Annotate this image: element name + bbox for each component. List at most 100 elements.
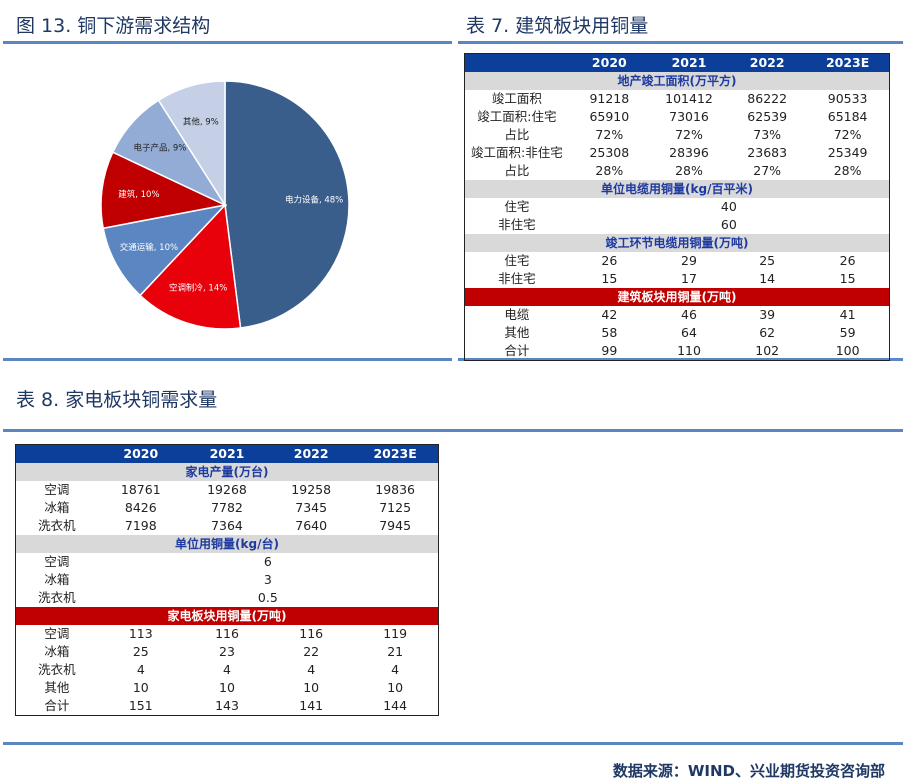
pie-slice-3 [102, 203, 228, 297]
value-cell: 116 [299, 626, 324, 641]
row-label-cell: 冰箱 [44, 500, 70, 515]
value-cell: 25308 [589, 145, 630, 160]
value-cell: 25 [132, 644, 149, 659]
merged-value-cell: 0.5 [257, 590, 278, 605]
table-8-title: 表 8. 家电板块铜需求量 [16, 389, 218, 411]
value-cell: 15 [601, 271, 618, 286]
value-cell: 39 [759, 307, 776, 322]
table-row: 冰箱 3 [16, 571, 439, 589]
value-cell: 64 [681, 325, 697, 340]
table-row: 电缆 42 46 39 41 [465, 306, 890, 324]
table-row: 其他 58 64 62 59 [465, 324, 890, 342]
section-header-cell: 竣工环节电缆用铜量(万吨) [464, 234, 890, 252]
table-row: 占比 28% 28% 27% 28% [465, 162, 890, 180]
value-cell: 58 [601, 325, 618, 340]
merged-value-cell: 60 [720, 217, 737, 232]
value-cell: 7198 [124, 518, 157, 533]
value-cell: 72% [595, 127, 624, 142]
value-cell: 59 [839, 325, 856, 340]
table-row: 合计 151 143 141 144 [16, 697, 439, 716]
value-cell: 7945 [379, 518, 412, 533]
row-label-cell: 住宅 [504, 253, 530, 268]
pie-slice-6 [157, 80, 226, 208]
value-cell: 4 [391, 662, 400, 677]
value-cell: 7125 [379, 500, 412, 515]
table-row: 其他 10 10 10 10 [16, 679, 439, 697]
value-cell: 116 [215, 626, 239, 641]
table-7-bottom-rule [458, 358, 903, 361]
value-cell: 143 [215, 698, 239, 713]
header-year-cell: 2023E [352, 444, 439, 463]
value-cell: 10 [132, 680, 149, 695]
value-cell: 86222 [747, 91, 788, 106]
value-cell: 144 [383, 698, 408, 713]
value-cell: 62539 [747, 109, 788, 124]
row-label-cell: 其他 [44, 680, 70, 695]
section-header-row: 地产竣工面积(万平方) [464, 72, 890, 90]
value-cell: 14 [759, 271, 776, 286]
value-cell: 101412 [665, 91, 713, 106]
table-row: 住宅 26 29 25 26 [465, 252, 890, 270]
section-header-row: 家电板块用铜量(万吨) [15, 607, 439, 625]
section-header-row: 单位电缆用铜量(kg/百平米) [464, 180, 890, 198]
value-cell: 73% [753, 127, 782, 142]
merged-value-cell: 3 [263, 572, 272, 587]
merged-value-cell: 6 [263, 554, 272, 569]
value-cell: 42 [601, 307, 618, 322]
value-cell: 10 [387, 680, 404, 695]
figure-13-bottom-rule [3, 358, 452, 361]
value-cell: 29 [681, 253, 697, 268]
value-cell: 65910 [589, 109, 630, 124]
table-7: 2020 2021 2022 2023E 地产竣工面积(万平方) 竣工面积 91218 101… [464, 53, 890, 361]
section-header-row: 单位用铜量(kg/台) [15, 535, 439, 553]
value-cell: 102 [755, 343, 780, 358]
table-row: 空调 6 [16, 553, 439, 571]
pie-label-3: 交通运输, 10% [120, 242, 178, 253]
value-cell: 17 [681, 271, 697, 286]
value-cell: 10 [303, 680, 320, 695]
pie-label-6: 其他, 9% [183, 117, 219, 128]
table-row: 冰箱 25 23 22 21 [16, 643, 439, 661]
table-7-title: 表 7. 建筑板块用铜量 [466, 15, 649, 37]
row-label-cell: 住宅 [504, 199, 530, 214]
pie-label-1: 电力设备, 48% [285, 194, 343, 205]
value-cell: 90533 [827, 91, 868, 106]
value-cell: 72% [675, 127, 703, 142]
table-row: 合计 99 110 102 100 [465, 342, 890, 361]
table-row: 竣工面积:住宅 65910 73016 62539 65184 [465, 108, 890, 126]
value-cell: 7364 [211, 518, 243, 533]
value-cell: 4 [136, 662, 145, 677]
value-cell: 27% [753, 163, 782, 178]
row-label-cell: 空调 [44, 482, 70, 497]
row-label-cell: 冰箱 [44, 644, 70, 659]
value-cell: 10 [219, 680, 235, 695]
table-row: 非住宅 60 [465, 216, 890, 234]
section-header-row: 竣工环节电缆用铜量(万吨) [464, 234, 890, 252]
row-label-cell: 其他 [504, 325, 530, 340]
section-header-cell: 建筑板块用铜量(万吨) [464, 288, 890, 306]
table-row: 竣工面积 91218 101412 86222 90533 [465, 90, 890, 108]
value-cell: 22 [303, 644, 320, 659]
value-cell: 19258 [291, 482, 332, 497]
value-cell: 19836 [375, 482, 416, 497]
value-cell: 113 [128, 626, 153, 641]
value-cell: 110 [677, 343, 701, 358]
row-label-cell: 竣工面积 [491, 91, 542, 106]
pie-chart: 电力设备, 48% 空调制冷, 14% 交通运输, 10% 建筑, 10% 电子产品, … [100, 80, 350, 330]
value-cell: 119 [383, 626, 408, 641]
header-blank-cell [15, 444, 98, 463]
table-row: 住宅 40 [465, 198, 890, 216]
header-blank-cell [464, 53, 569, 72]
value-cell: 73016 [669, 109, 709, 124]
value-cell: 25 [759, 253, 776, 268]
row-label-cell: 电缆 [504, 307, 530, 322]
header-year-cell: 2022 [728, 53, 807, 72]
table-row: 非住宅 15 17 14 15 [465, 270, 890, 288]
header-year-cell: 2021 [649, 53, 729, 72]
row-label-cell: 洗衣机 [38, 662, 76, 677]
row-label-cell: 非住宅 [498, 217, 536, 232]
row-label-cell: 占比 [504, 127, 530, 142]
table-row: 空调 113 116 116 119 [16, 625, 439, 643]
value-cell: 28% [833, 163, 862, 178]
value-cell: 26 [839, 253, 856, 268]
